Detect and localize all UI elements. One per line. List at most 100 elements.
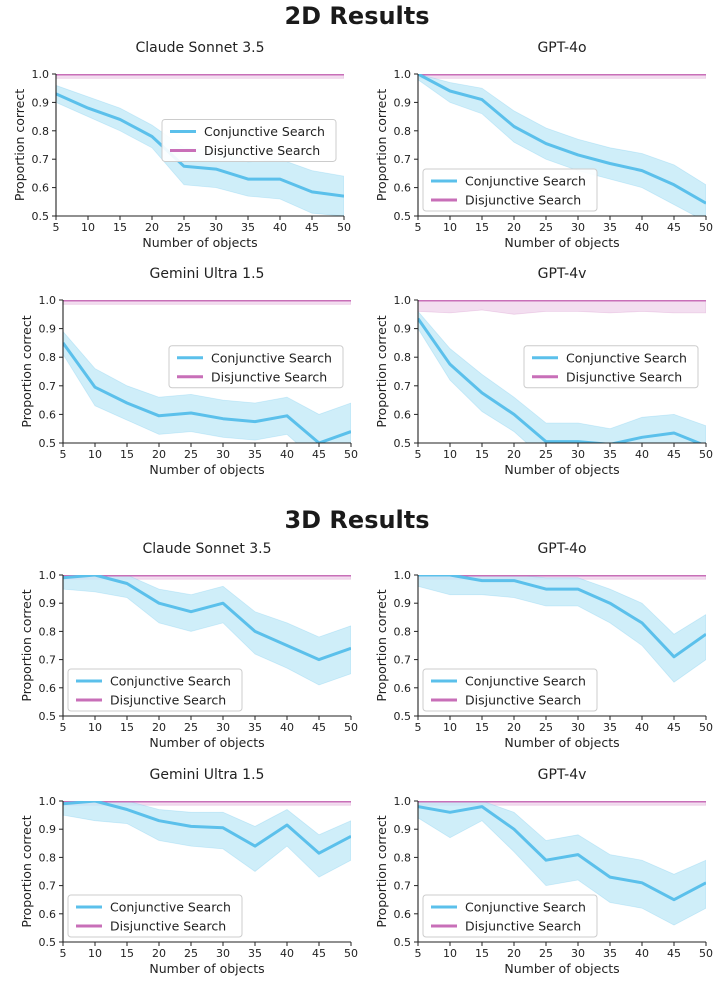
conjunctive-confidence-band	[418, 575, 706, 683]
chart-title: GPT-4v	[538, 767, 587, 783]
y-tick-label: 0.5	[39, 437, 57, 450]
legend: Conjunctive Search Disjunctive Search	[422, 894, 598, 938]
y-tick-label: 0.5	[32, 210, 50, 223]
x-tick-label: 25	[539, 221, 553, 234]
x-axis-label: Number of objects	[149, 735, 264, 750]
y-tick-label: 0.5	[394, 437, 412, 450]
x-tick-label: 35	[603, 721, 617, 734]
legend-label: Disjunctive Search	[566, 369, 682, 384]
y-tick-label: 0.8	[32, 125, 50, 138]
y-tick-label: 0.6	[32, 182, 50, 195]
x-tick-label: 40	[280, 721, 294, 734]
plot-area: 5 10 15 20 25 30 35 40 45 50 0.5 0.6 0.7 0.8 0.9 1.0 Cla…	[12, 40, 351, 250]
chart-panel: 5 10 15 20 25 30 35 40 45 50 0.5 0.6 0.7 0.8 0.9 1.0 Gem…	[19, 767, 358, 976]
y-tick-label: 1.0	[39, 294, 57, 307]
y-tick-label: 0.6	[394, 182, 412, 195]
legend-label: Disjunctive Search	[465, 193, 581, 208]
x-tick-label: 50	[699, 721, 713, 734]
series-layer	[418, 801, 706, 926]
x-tick-label: 10	[88, 448, 102, 461]
y-tick-label: 0.9	[394, 323, 412, 336]
x-tick-label: 15	[120, 721, 134, 734]
legend: Conjunctive Search Disjunctive Search	[523, 345, 699, 389]
x-tick-label: 25	[539, 947, 553, 960]
series-layer	[63, 300, 351, 443]
x-tick-label: 35	[603, 947, 617, 960]
legend: Conjunctive Search Disjunctive Search	[67, 894, 243, 938]
x-tick-label: 5	[53, 221, 60, 234]
x-tick-label: 20	[507, 947, 521, 960]
x-tick-label: 30	[209, 221, 223, 234]
series-layer	[63, 575, 351, 686]
legend-box	[161, 118, 337, 162]
x-tick-label: 40	[635, 448, 649, 461]
x-tick-label: 5	[415, 221, 422, 234]
y-axis-label: Proportion correct	[374, 589, 389, 701]
x-tick-label: 15	[120, 947, 134, 960]
legend-label: Disjunctive Search	[110, 693, 226, 708]
y-tick-label: 0.7	[32, 153, 50, 166]
y-tick-label: 0.9	[39, 823, 57, 836]
x-tick-label: 15	[475, 448, 489, 461]
chart-title: Claude Sonnet 3.5	[142, 541, 271, 557]
legend-label: Conjunctive Search	[566, 350, 687, 365]
legend-box	[67, 894, 243, 938]
chart-panel: 5 10 15 20 25 30 35 40 45 50 0.5 0.6 0.7 0.8 0.9 1.0 Cla…	[12, 40, 351, 250]
y-tick-label: 0.9	[39, 323, 57, 336]
legend-box	[422, 668, 598, 712]
y-tick-label: 0.7	[394, 880, 412, 893]
conjunctive-series-line	[418, 317, 703, 443]
x-tick-label: 5	[60, 947, 67, 960]
legend: Conjunctive Search Disjunctive Search	[67, 668, 243, 712]
x-tick-label: 50	[344, 721, 358, 734]
conjunctive-series-line	[56, 92, 344, 198]
plot-area: 5 10 15 20 25 30 35 40 45 50 0.5 0.6 0.7 0.8 0.9 1.0 GPT…	[374, 40, 713, 250]
y-axis-label: Proportion correct	[374, 89, 389, 201]
conjunctive-series-line	[418, 575, 706, 659]
plot-area: 5 10 15 20 25 30 35 40 45 50 0.5 0.6 0.7 0.8 0.9 1.0 GPT…	[374, 767, 713, 976]
x-tick-label: 20	[145, 221, 159, 234]
x-tick-label: 30	[571, 721, 585, 734]
conjunctive-series-line	[63, 342, 351, 443]
x-tick-label: 45	[667, 448, 681, 461]
plot-area: 5 10 15 20 25 30 35 40 45 50 0.5 0.6 0.7 0.8 0.9 1.0 Gem…	[19, 767, 358, 976]
x-tick-label: 45	[312, 721, 326, 734]
y-tick-label: 0.8	[394, 125, 412, 138]
x-tick-label: 40	[635, 947, 649, 960]
chart-panel: 5 10 15 20 25 30 35 40 45 50 0.5 0.6 0.7 0.8 0.9 1.0 Gem…	[19, 266, 358, 477]
y-tick-label: 0.6	[39, 908, 57, 921]
x-axis-label: Number of objects	[504, 735, 619, 750]
legend-label: Disjunctive Search	[465, 693, 581, 708]
legend-label: Conjunctive Search	[465, 174, 586, 189]
x-tick-label: 50	[699, 221, 713, 234]
y-tick-label: 0.7	[394, 380, 412, 393]
y-axis-label: Proportion correct	[19, 315, 34, 427]
x-tick-label: 45	[667, 221, 681, 234]
x-tick-label: 45	[305, 221, 319, 234]
x-tick-label: 15	[113, 221, 127, 234]
legend-label: Disjunctive Search	[211, 369, 327, 384]
x-tick-label: 35	[248, 721, 262, 734]
x-tick-label: 10	[443, 221, 457, 234]
y-tick-label: 1.0	[394, 569, 412, 582]
y-tick-label: 0.6	[39, 682, 57, 695]
y-tick-label: 0.7	[39, 654, 57, 667]
x-tick-label: 50	[699, 947, 713, 960]
series-layer	[63, 801, 351, 878]
y-tick-label: 0.7	[39, 880, 57, 893]
legend: Conjunctive Search Disjunctive Search	[422, 668, 598, 712]
chart-title: Gemini Ultra 1.5	[150, 266, 265, 282]
x-tick-label: 15	[475, 721, 489, 734]
conjunctive-confidence-band	[418, 801, 706, 926]
series-layer	[418, 300, 706, 443]
y-tick-label: 0.7	[394, 654, 412, 667]
y-axis-label: Proportion correct	[19, 815, 34, 927]
x-axis-label: Number of objects	[504, 235, 619, 250]
x-axis-label: Number of objects	[142, 235, 257, 250]
y-tick-label: 1.0	[39, 795, 57, 808]
x-tick-label: 5	[415, 448, 422, 461]
conjunctive-series-line	[418, 805, 706, 902]
y-tick-label: 0.9	[394, 597, 412, 610]
y-tick-label: 0.6	[394, 682, 412, 695]
x-tick-label: 40	[273, 221, 287, 234]
